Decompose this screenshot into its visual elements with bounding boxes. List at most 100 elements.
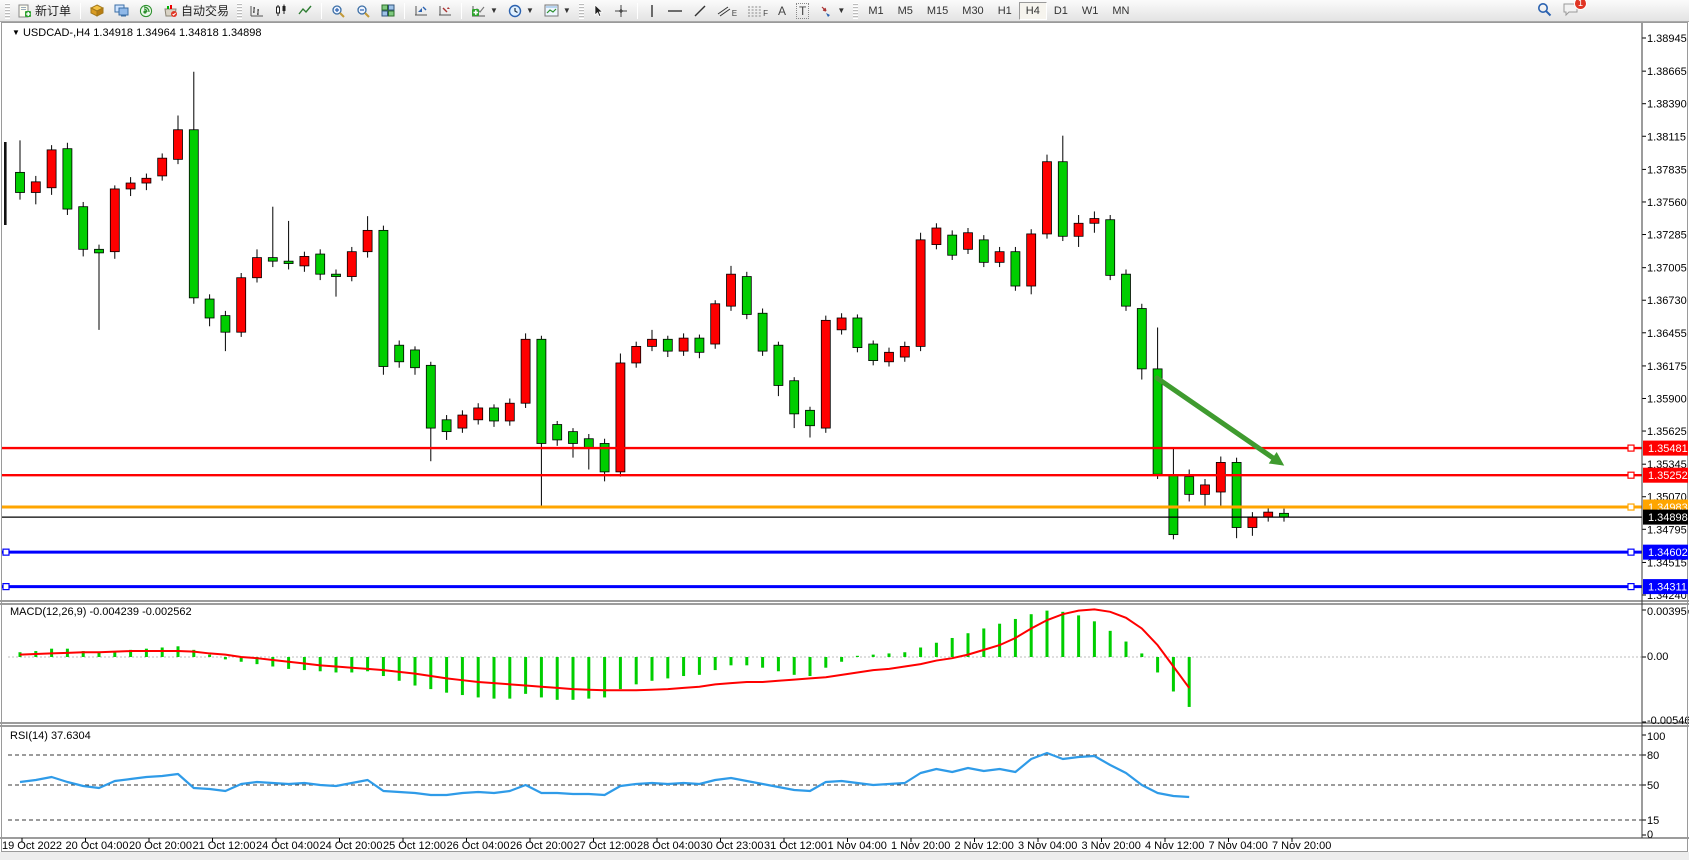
line-handle[interactable] <box>2 548 10 556</box>
arrow-annotation[interactable] <box>1154 375 1279 463</box>
candle-bearish <box>1152 368 1163 475</box>
date-label: 7 Nov 20:00 <box>1272 840 1331 852</box>
ohlc-open: 1.34918 <box>93 27 134 39</box>
line-handle[interactable] <box>1627 503 1635 511</box>
price-tick-label: 1.37560 <box>1647 197 1687 209</box>
candle-bullish <box>994 251 1005 263</box>
timeframe-m15-button[interactable]: M15 <box>926 4 949 17</box>
line-handle[interactable] <box>1627 444 1635 452</box>
candle-bearish <box>947 234 958 256</box>
chart-shift-button[interactable] <box>433 1 457 20</box>
candlestick-chart-button[interactable] <box>269 1 293 20</box>
label-tool-button[interactable]: T <box>791 1 814 20</box>
search-icon[interactable] <box>1537 2 1552 20</box>
periods-button[interactable]: ▼ <box>503 1 539 20</box>
pane-splitter[interactable] <box>0 601 1689 604</box>
bar-chart-button[interactable] <box>245 1 269 20</box>
auto-trading-icon <box>163 4 178 17</box>
new-order-icon <box>18 4 32 18</box>
bar-chart-icon <box>250 4 264 17</box>
candle-bearish <box>78 206 89 250</box>
auto-trading-button[interactable]: 自动交易 <box>158 1 234 20</box>
toolbar-grip[interactable] <box>5 2 10 19</box>
arrows-icon <box>819 4 833 17</box>
candle-bullish <box>141 177 152 184</box>
toolbar-grip[interactable] <box>853 2 859 19</box>
arrows-tool-button[interactable]: ▼ <box>814 1 850 20</box>
candle-bearish <box>94 248 104 254</box>
price-tick-label: 1.36175 <box>1647 361 1687 373</box>
timeframe-w1-button[interactable]: W1 <box>1081 4 1099 17</box>
rsi-axis-label: 0 <box>1647 829 1653 841</box>
scroll-to-end-button[interactable] <box>409 1 433 20</box>
candle-bullish <box>299 256 310 267</box>
candle-bullish <box>931 227 942 245</box>
clipped-candle <box>4 142 7 225</box>
chart-collapse-icon[interactable]: ▼ <box>12 28 20 37</box>
timeframe-mn-button[interactable]: MN <box>1112 4 1130 17</box>
line-handle[interactable] <box>1627 471 1635 479</box>
date-label: 2 Nov 12:00 <box>955 840 1014 852</box>
scroll-to-end-icon <box>414 4 428 17</box>
candle-bearish <box>188 129 199 299</box>
date-label: 24 Oct 04:00 <box>256 840 319 852</box>
price-tick-label: 1.35625 <box>1647 426 1687 438</box>
add-indicator-button[interactable]: ▼ <box>466 1 503 20</box>
chat-icon[interactable]: 1 <box>1562 0 1587 20</box>
market-watch-button[interactable] <box>85 1 109 20</box>
line-chart-button[interactable] <box>293 1 317 20</box>
line-handle[interactable] <box>2 582 10 591</box>
candle-bearish <box>1057 161 1068 237</box>
zoom-out-button[interactable] <box>351 1 376 20</box>
timeframe-h1-button[interactable]: H1 <box>997 4 1012 17</box>
templates-button[interactable]: ▼ <box>539 1 576 20</box>
crosshair-tool-button[interactable] <box>609 1 633 20</box>
candle-bullish <box>125 182 136 190</box>
pane-splitter[interactable] <box>0 723 1689 726</box>
price-tick-label: 1.35900 <box>1647 393 1687 405</box>
channel-icon <box>717 5 731 17</box>
terminal-button[interactable] <box>109 1 134 20</box>
timeframe-d1-button[interactable]: D1 <box>1053 4 1068 17</box>
tile-windows-button[interactable] <box>376 1 400 20</box>
candle-bullish <box>899 345 910 358</box>
macd-indicator-label: MACD(12,26,9) -0.004239 -0.002562 <box>10 606 192 618</box>
date-label: 30 Oct 23:00 <box>701 840 764 852</box>
text-tool-button[interactable]: A <box>773 1 791 20</box>
channel-tool-button[interactable]: E <box>712 1 742 20</box>
line-handle[interactable] <box>1627 548 1635 556</box>
vertical-line-tool-button[interactable] <box>642 1 662 20</box>
zoom-in-button[interactable] <box>326 1 351 20</box>
date-label: 4 Nov 12:00 <box>1145 840 1204 852</box>
toolbar-grip[interactable] <box>237 2 243 19</box>
candle-bullish <box>173 129 183 160</box>
timeframe-m5-button[interactable]: M5 <box>897 4 913 17</box>
terminal-icon <box>114 4 129 17</box>
candle-bullish <box>457 414 468 429</box>
date-label: 19 Oct 2022 <box>2 840 62 852</box>
macd-axis-label: 0.00 <box>1647 651 1668 663</box>
candle-bullish <box>30 181 41 193</box>
timeframe-m30-button[interactable]: M30 <box>962 4 984 17</box>
horizontal-line-tool-button[interactable] <box>662 1 688 20</box>
timeframe-m1-button[interactable]: M1 <box>868 4 884 17</box>
candle-bearish <box>536 338 547 444</box>
line-chart-icon <box>298 4 312 17</box>
price-level-badge <box>1643 440 1688 456</box>
candle-bearish <box>1010 251 1021 287</box>
ohlc-high: 1.34964 <box>136 27 176 39</box>
toolbar-grip[interactable] <box>578 2 584 19</box>
signal-button[interactable] <box>134 1 158 20</box>
fibonacci-tool-button[interactable]: F <box>742 1 773 20</box>
rsi-axis-label: 100 <box>1647 731 1665 743</box>
cursor-tool-button[interactable] <box>587 1 609 20</box>
timeframe-h4-button[interactable]: H4 <box>1018 1 1047 20</box>
line-handle[interactable] <box>1627 582 1635 591</box>
price-level-badge <box>1643 544 1688 560</box>
trendline-tool-button[interactable] <box>688 1 712 20</box>
main-toolbar: 新订单 自动交易 ▼ ▼ ▼ <box>0 0 1689 22</box>
clock-icon <box>508 4 522 18</box>
new-order-button[interactable]: 新订单 <box>13 1 76 20</box>
